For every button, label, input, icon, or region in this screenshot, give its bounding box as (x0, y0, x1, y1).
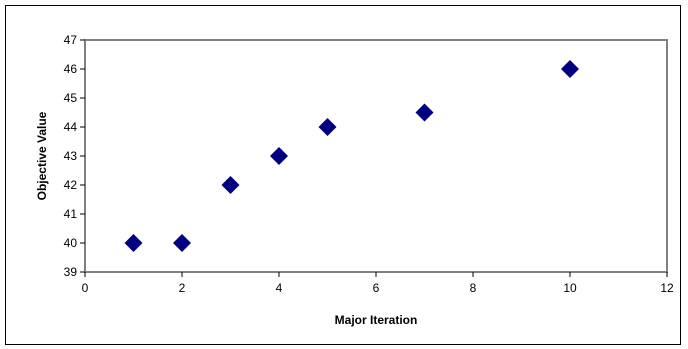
y-tick-label: 45 (64, 91, 78, 105)
data-point-marker (124, 234, 143, 252)
x-tick-label: 8 (470, 281, 477, 295)
data-point-marker (318, 118, 337, 136)
y-tick-label: 43 (64, 149, 78, 163)
x-tick-label: 4 (276, 281, 283, 295)
y-axis-ticks: 39 40 41 42 43 44 45 46 47 (64, 33, 85, 279)
data-point-marker (221, 176, 240, 194)
y-tick-label: 41 (64, 207, 78, 221)
y-tick-label: 39 (64, 265, 78, 279)
x-axis-ticks: 0 2 4 6 8 10 12 (82, 272, 674, 295)
plot-area (84, 39, 668, 273)
data-point-marker (415, 103, 434, 122)
y-axis-title: Objective Value (35, 111, 49, 200)
data-point-marker (561, 60, 579, 78)
x-tick-label: 12 (660, 281, 674, 295)
data-point-marker (173, 234, 191, 252)
data-point-marker (270, 147, 288, 165)
x-axis-title: Major Iteration (335, 313, 418, 327)
y-tick-label: 44 (64, 120, 78, 134)
x-tick-label: 6 (373, 281, 380, 295)
x-tick-label: 2 (179, 281, 186, 295)
y-tick-label: 46 (64, 62, 78, 76)
y-tick-label: 47 (64, 33, 78, 47)
x-tick-label: 10 (563, 281, 577, 295)
y-tick-label: 40 (64, 236, 78, 250)
x-tick-label: 0 (82, 281, 89, 295)
y-tick-label: 42 (64, 178, 78, 192)
data-points (124, 60, 579, 252)
